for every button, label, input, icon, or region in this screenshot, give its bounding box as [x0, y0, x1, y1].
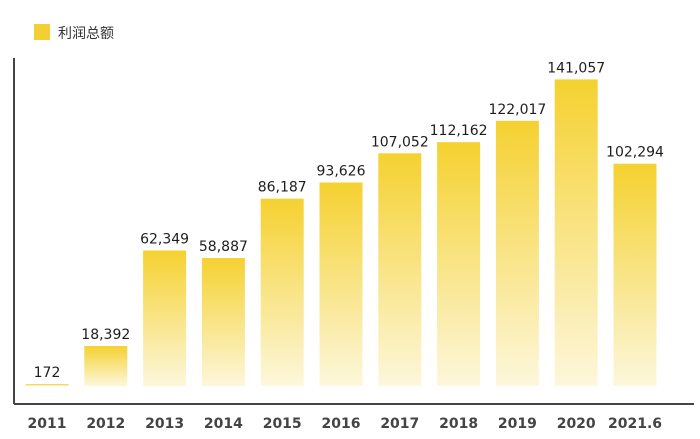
bar-2018	[437, 142, 481, 386]
x-tick-label: 2019	[498, 416, 537, 432]
x-tick-label: 2014	[204, 416, 243, 432]
bar-2020	[554, 79, 598, 387]
bar-2014	[201, 258, 245, 386]
legend: 利润总额	[34, 24, 114, 42]
bar-value-label: 86,187	[258, 180, 307, 196]
bar-value-label: 107,052	[371, 134, 429, 150]
x-tick-label: 2016	[322, 416, 361, 432]
bar-value-label: 62,349	[140, 232, 189, 248]
legend-label: 利润总额	[58, 26, 114, 42]
x-tick-label: 2012	[86, 416, 125, 432]
bars	[25, 79, 657, 387]
x-tick-label: 2017	[380, 416, 419, 432]
bar-value-label: 18,392	[81, 327, 130, 343]
bar-2021.6	[613, 163, 657, 386]
bar-2013	[143, 250, 187, 386]
x-tick-label: 2018	[439, 416, 478, 432]
x-tick-label: 2021.6	[608, 416, 662, 432]
legend-swatch	[34, 24, 50, 40]
bar-2016	[319, 182, 363, 386]
x-tick-labels: 2011 2012 2013 2014 2015 2016 2017 2018 2019 2020…	[28, 416, 663, 432]
bar-value-label: 102,294	[606, 145, 664, 161]
bar-2019	[495, 120, 539, 387]
bar-labels: 172 18,392 62,349 58,887 86,187 93,626 107,052…	[34, 60, 664, 381]
bar-value-label: 172	[34, 365, 61, 381]
bar-2015	[260, 198, 304, 386]
bar-value-label: 58,887	[199, 239, 248, 255]
x-tick-label: 2013	[145, 416, 184, 432]
x-tick-label: 2020	[557, 416, 596, 432]
bar-value-label: 112,162	[430, 123, 488, 139]
bar-value-label: 93,626	[317, 164, 366, 180]
x-tick-label: 2011	[28, 416, 67, 432]
bar-value-label: 122,017	[488, 102, 546, 118]
bar-value-label: 141,057	[547, 60, 605, 76]
bar-2011	[25, 384, 69, 386]
bar-2017	[378, 153, 422, 386]
x-tick-label: 2015	[263, 416, 302, 432]
bar-2012	[84, 346, 128, 386]
